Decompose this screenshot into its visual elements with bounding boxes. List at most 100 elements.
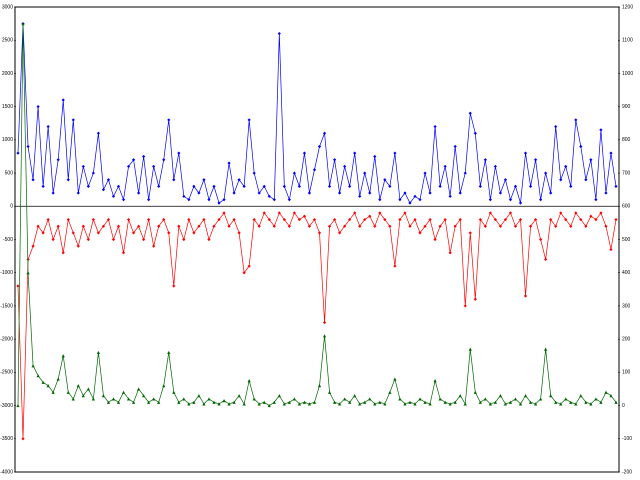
marker [448,251,452,255]
marker [418,198,422,202]
marker [247,118,251,122]
marker [187,402,191,406]
marker [373,154,377,159]
marker [232,400,236,404]
marker [46,217,50,222]
marker [252,171,256,175]
y2-tick-label: 0 [622,403,625,409]
marker [403,402,407,406]
marker [96,350,101,355]
marker [589,158,593,162]
marker [272,198,276,202]
marker [493,164,497,169]
marker [257,224,261,228]
marker [66,390,70,394]
marker [518,201,523,205]
marker [483,158,487,162]
marker [503,178,508,182]
marker [272,400,276,404]
marker [383,402,387,406]
marker [574,402,578,406]
marker [523,294,528,298]
marker [343,397,347,401]
marker [338,402,342,406]
marker [262,184,266,188]
marker [267,217,271,222]
marker [453,400,457,404]
y2-tick-label: 900 [622,104,631,110]
marker [51,390,55,394]
marker [227,161,231,165]
y-tick-label: 1000 [2,137,13,143]
marker [252,397,256,401]
marker [202,178,206,182]
y-tick-label: -3500 [0,436,13,442]
marker [116,184,121,188]
series-line [17,23,617,204]
marker [212,184,216,188]
y2-tick-label: 1000 [622,71,633,77]
marker [302,214,307,218]
marker [71,231,75,235]
marker [91,397,95,401]
marker [131,231,136,235]
marker [21,437,25,441]
marker [61,98,65,102]
marker [368,214,372,218]
marker [418,231,422,235]
marker [413,217,417,222]
marker [493,217,497,222]
marker [338,191,342,195]
marker [473,390,477,394]
marker [312,168,317,172]
marker [172,390,176,394]
marker [106,178,111,182]
marker [453,224,457,228]
y2-tick-label: 200 [622,336,631,342]
marker [614,400,618,404]
marker [157,400,161,404]
marker [71,397,75,401]
marker [438,397,442,401]
marker [488,198,492,202]
marker [61,251,65,255]
marker [66,217,70,222]
marker [453,144,457,149]
y2-tick-label: 100 [622,370,631,376]
marker [498,394,503,398]
marker [332,400,337,404]
marker [508,211,513,215]
marker [91,171,95,175]
marker [579,217,583,222]
marker [46,384,50,388]
marker [463,304,467,308]
marker [252,217,256,222]
marker [348,184,352,188]
y2-tick-label: 800 [622,137,631,143]
marker [202,402,206,406]
marker [528,400,533,404]
y2-tick-label: -100 [622,436,632,442]
marker [247,264,251,268]
marker [31,364,35,368]
marker [554,400,558,404]
marker [378,198,382,202]
marker [327,184,332,188]
marker [312,217,317,222]
y2-tick-label: -200 [622,469,632,475]
marker [237,178,241,182]
marker [36,224,40,228]
marker [167,350,171,355]
marker [584,178,588,182]
marker [418,397,422,401]
marker [358,402,362,406]
y2-tick-label: 500 [622,237,631,243]
marker [368,397,372,401]
marker [76,191,80,195]
marker [76,244,80,248]
marker [172,178,176,182]
marker [373,224,377,228]
marker [152,397,156,401]
marker [147,400,151,404]
marker [101,394,106,398]
